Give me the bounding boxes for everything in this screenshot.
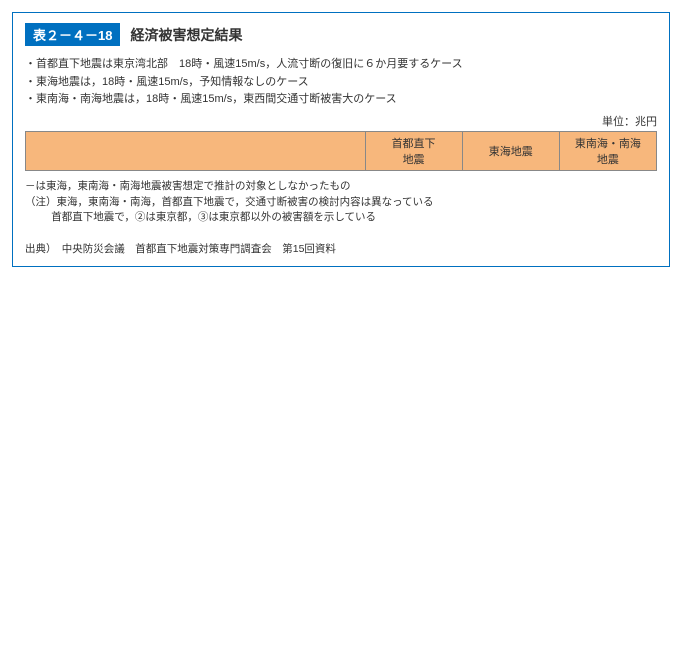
footnote-source: 出典） 中央防災会議 首都直下地震対策専門調査会 第15回資料 bbox=[25, 242, 657, 258]
footnote-line: 首都直下地震で，②は東京都，③は東京都以外の被害額を示している bbox=[25, 210, 657, 226]
title-row: 表２－４－18 経済被害想定結果 bbox=[25, 23, 657, 46]
col-header: 東南海・南海 地震 bbox=[559, 131, 656, 170]
footnote-line: （注）東海，東南海・南海，首都直下地震で，交通寸断被害の検討内容は異なっている bbox=[25, 195, 657, 211]
title-text: 経済被害想定結果 bbox=[130, 25, 242, 45]
note-line: ・首都直下地震は東京湾北部 18時・風速15m/s，人流寸断の復旧に６か月要する… bbox=[25, 56, 657, 74]
blank-header bbox=[26, 131, 366, 170]
title-tag: 表２－４－18 bbox=[25, 23, 120, 46]
footnotes: －は東海，東南海・南海地震被害想定で推計の対象としなかったもの （注）東海，東南… bbox=[25, 179, 657, 258]
scenario-notes: ・首都直下地震は東京湾北部 18時・風速15m/s，人流寸断の復旧に６か月要する… bbox=[25, 56, 657, 109]
unit-label: 単位：兆円 bbox=[25, 113, 657, 129]
footnote-line: －は東海，東南海・南海地震被害想定で推計の対象としなかったもの bbox=[25, 179, 657, 195]
note-line: ・東海地震は，18時・風速15m/s，予知情報なしのケース bbox=[25, 74, 657, 92]
col-header: 東海地震 bbox=[462, 131, 559, 170]
damage-table: 首都直下 地震 東海地震 東南海・南海 地震 bbox=[25, 131, 657, 171]
document-frame: 表２－４－18 経済被害想定結果 ・首都直下地震は東京湾北部 18時・風速15m… bbox=[12, 12, 670, 267]
note-line: ・東南海・南海地震は，18時・風速15m/s，東西間交通寸断被害大のケース bbox=[25, 91, 657, 109]
col-header: 首都直下 地震 bbox=[365, 131, 462, 170]
